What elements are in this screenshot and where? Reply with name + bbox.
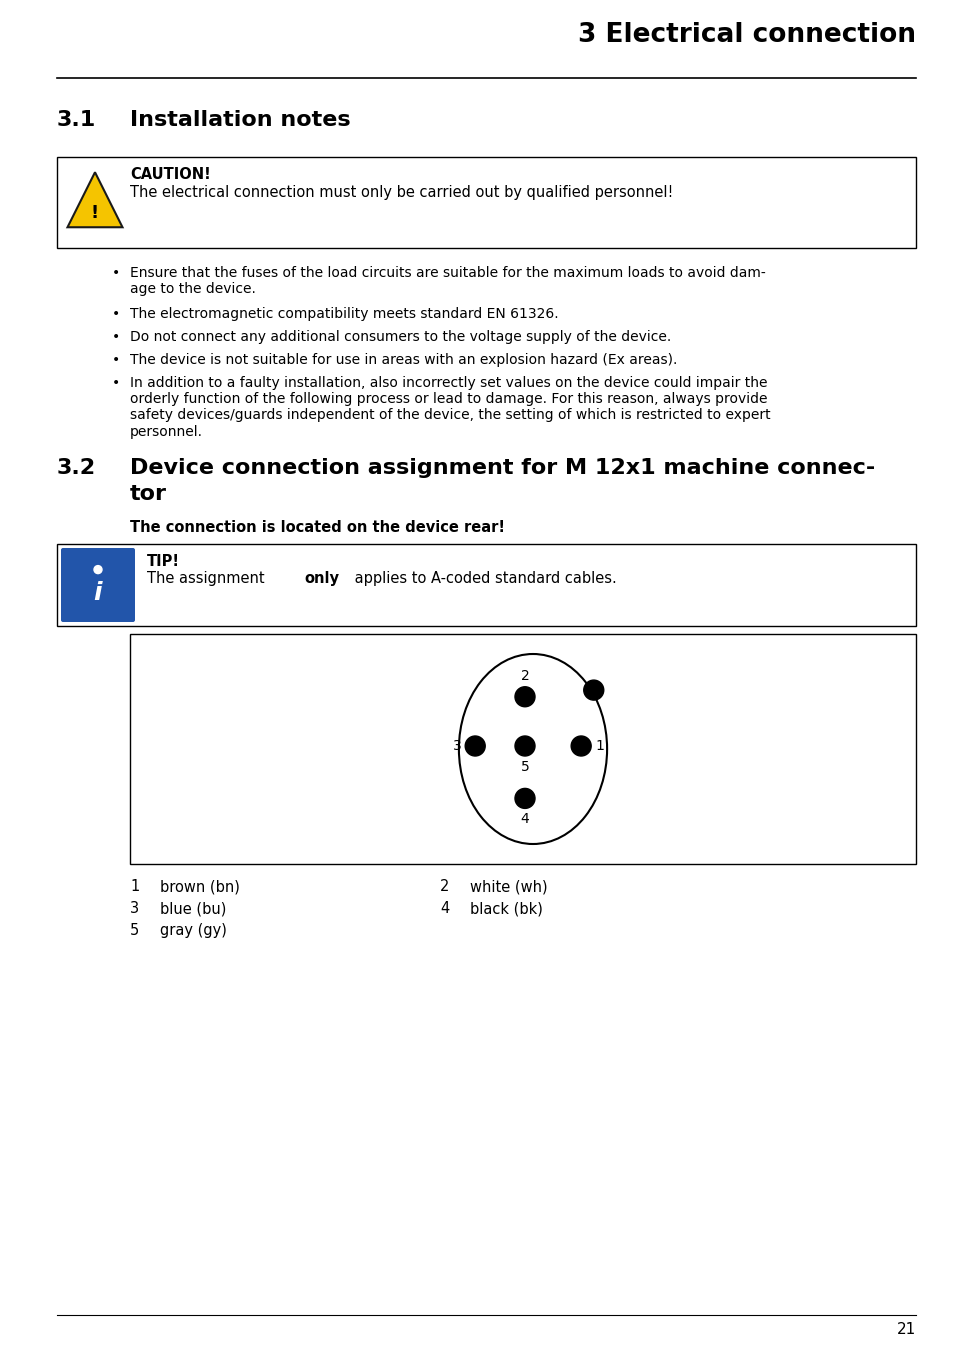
- Text: 1: 1: [130, 880, 139, 894]
- Text: 2: 2: [439, 880, 449, 894]
- Text: brown (bn): brown (bn): [160, 880, 239, 894]
- Text: 3: 3: [452, 739, 460, 753]
- Text: 21: 21: [896, 1323, 915, 1337]
- Text: The electromagnetic compatibility meets standard EN 61326.: The electromagnetic compatibility meets …: [130, 307, 558, 322]
- Text: black (bk): black (bk): [470, 901, 542, 916]
- Text: applies to A-coded standard cables.: applies to A-coded standard cables.: [350, 571, 616, 586]
- Text: 4: 4: [520, 812, 529, 827]
- FancyBboxPatch shape: [130, 634, 915, 865]
- Text: 3.2: 3.2: [57, 458, 96, 478]
- Circle shape: [583, 680, 603, 700]
- Text: The electrical connection must only be carried out by qualified personnel!: The electrical connection must only be c…: [130, 185, 673, 200]
- Text: In addition to a faulty installation, also incorrectly set values on the device : In addition to a faulty installation, al…: [130, 376, 770, 439]
- Text: CAUTION!: CAUTION!: [130, 168, 211, 182]
- Text: •: •: [112, 266, 120, 280]
- Text: only: only: [304, 571, 339, 586]
- Circle shape: [515, 736, 535, 757]
- Text: Ensure that the fuses of the load circuits are suitable for the maximum loads to: Ensure that the fuses of the load circui…: [130, 266, 765, 296]
- FancyBboxPatch shape: [57, 544, 915, 626]
- FancyBboxPatch shape: [61, 549, 135, 621]
- Text: 3: 3: [130, 901, 139, 916]
- Text: 3.1: 3.1: [57, 109, 96, 130]
- Text: TIP!: TIP!: [147, 554, 180, 569]
- Circle shape: [94, 566, 102, 574]
- Text: blue (bu): blue (bu): [160, 901, 226, 916]
- Text: !: !: [91, 204, 99, 222]
- Circle shape: [571, 736, 591, 757]
- Polygon shape: [68, 172, 122, 227]
- Text: The device is not suitable for use in areas with an explosion hazard (Ex areas).: The device is not suitable for use in ar…: [130, 353, 677, 367]
- Text: Device connection assignment for M 12x1 machine connec-: Device connection assignment for M 12x1 …: [130, 458, 874, 478]
- Text: Do not connect any additional consumers to the voltage supply of the device.: Do not connect any additional consumers …: [130, 330, 671, 345]
- Text: 5: 5: [520, 761, 529, 774]
- Text: 5: 5: [130, 923, 139, 938]
- Text: •: •: [112, 376, 120, 390]
- Text: gray (gy): gray (gy): [160, 923, 227, 938]
- Text: tor: tor: [130, 484, 167, 504]
- Text: 2: 2: [520, 669, 529, 682]
- Circle shape: [515, 686, 535, 707]
- Text: The assignment: The assignment: [147, 571, 269, 586]
- Circle shape: [515, 789, 535, 808]
- Text: •: •: [112, 353, 120, 367]
- Text: white (wh): white (wh): [470, 880, 547, 894]
- Text: 4: 4: [439, 901, 449, 916]
- FancyBboxPatch shape: [57, 157, 915, 249]
- Text: •: •: [112, 307, 120, 322]
- Text: 1: 1: [595, 739, 603, 753]
- Text: i: i: [93, 581, 102, 605]
- Text: Installation notes: Installation notes: [130, 109, 351, 130]
- Text: •: •: [112, 330, 120, 345]
- Text: The connection is located on the device rear!: The connection is located on the device …: [130, 520, 504, 535]
- Circle shape: [465, 736, 485, 757]
- Text: 3 Electrical connection: 3 Electrical connection: [578, 22, 915, 49]
